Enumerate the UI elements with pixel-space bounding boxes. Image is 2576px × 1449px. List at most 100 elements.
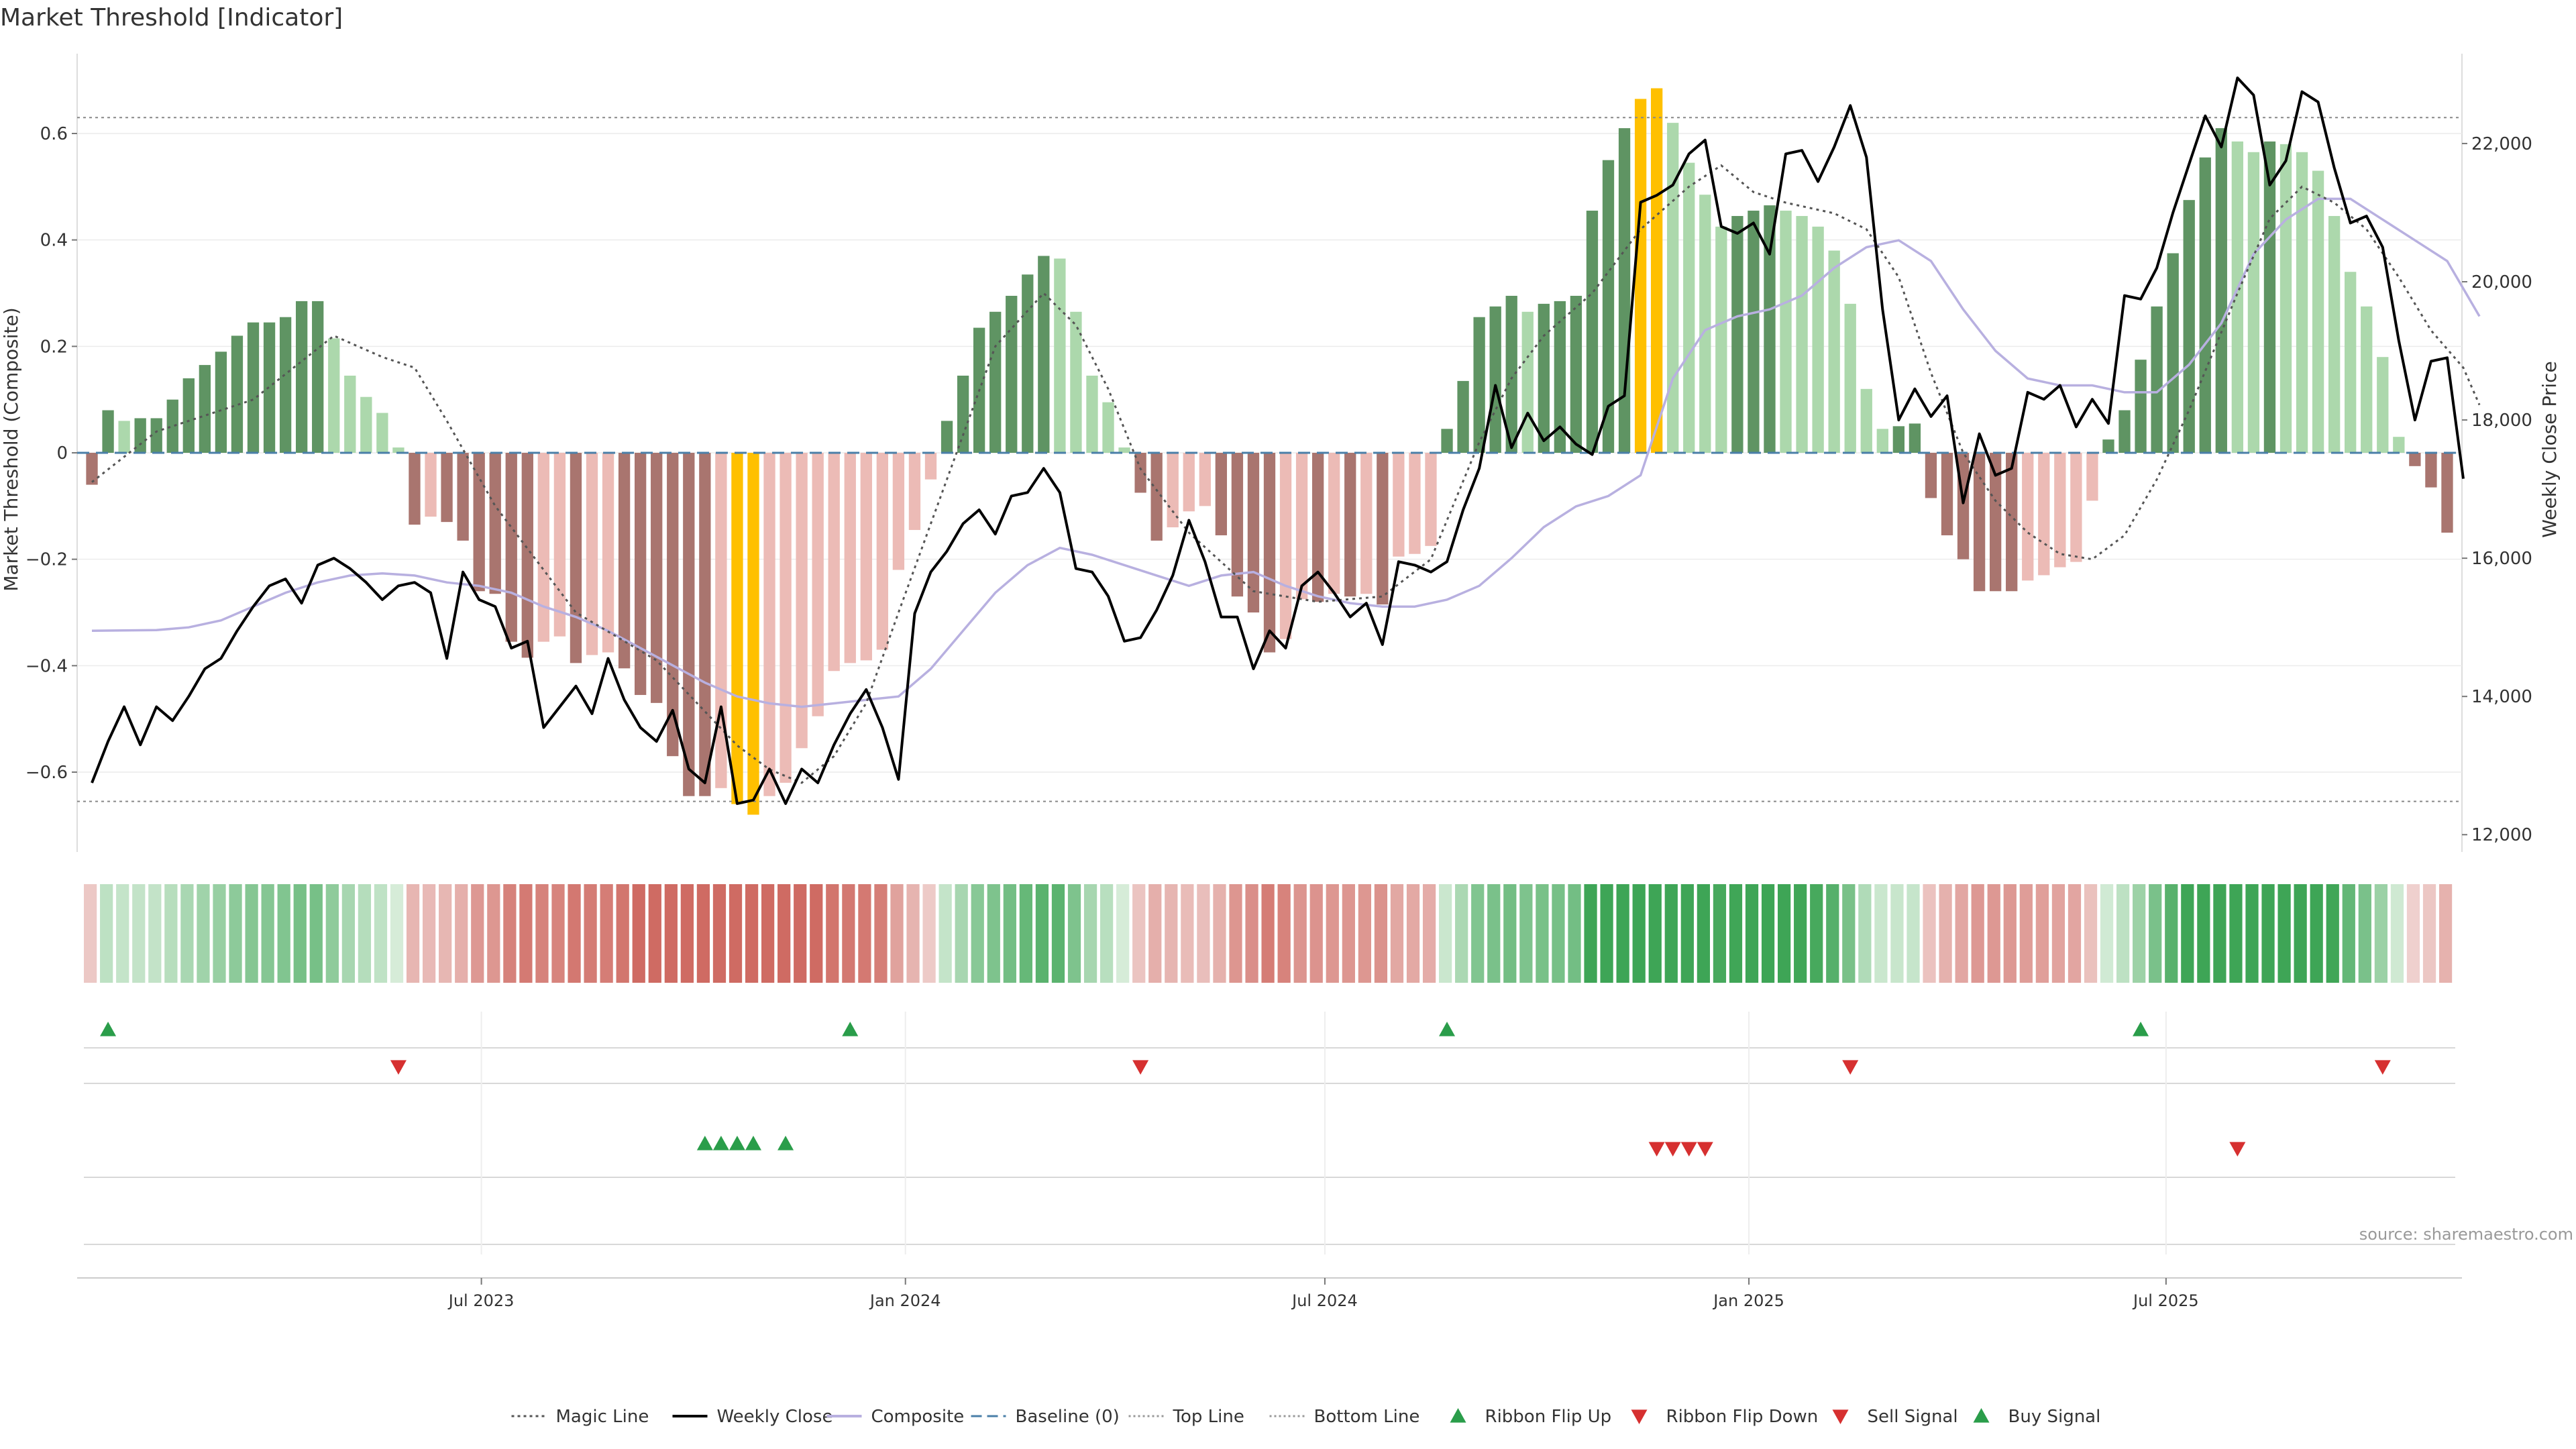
composite-bar: [1070, 311, 1082, 453]
composite-bar: [2361, 306, 2373, 453]
ribbon-cell: [1197, 884, 1210, 983]
ribbon-cell: [890, 884, 904, 983]
composite-bar: [1295, 453, 1308, 600]
ribbon-cell: [648, 884, 661, 983]
legend-item: Sell Signal: [1832, 1407, 1958, 1427]
ribbon-cell: [971, 884, 984, 983]
ribbon-cell: [2390, 884, 2404, 983]
ribbon-cell: [2422, 884, 2436, 983]
composite-bar: [457, 453, 469, 541]
sell-signal-marker: [1680, 1142, 1697, 1157]
composite-bar: [247, 322, 260, 453]
x-axis: Jul 2023 Jan 2024 Jul 2024 Jan 2025 Jul 2025: [77, 1277, 2462, 1310]
composite-bar: [1812, 226, 1824, 453]
right-axis: 12,000 14,000 16,000 18,000 20,000 22,000: [2462, 134, 2532, 845]
legend-item: Composite: [826, 1407, 964, 1427]
composite-bar: [683, 453, 695, 796]
ribbon-flip-up-marker: [2133, 1022, 2149, 1036]
composite-bar: [2231, 141, 2244, 453]
ribbon-cell: [100, 884, 113, 983]
chart-title: Market Threshold [Indicator]: [0, 4, 343, 32]
composite-bar: [667, 453, 679, 757]
ribbon-cell: [584, 884, 597, 983]
composite-bar: [2377, 357, 2389, 453]
left-tick-label: −0.2: [25, 550, 68, 570]
legend-label: Weekly Close: [717, 1407, 833, 1427]
composite-bar: [2263, 141, 2276, 453]
composite-bar: [1634, 99, 1647, 453]
ribbon-cell: [858, 884, 871, 983]
ribbon-cell: [2181, 884, 2194, 983]
composite-bar: [586, 453, 598, 655]
composite-bar: [828, 453, 840, 672]
right-tick-label: 14,000: [2471, 687, 2532, 707]
composite-bar: [295, 301, 308, 453]
ribbon-cell: [84, 884, 97, 983]
composite-bar: [2345, 272, 2357, 453]
composite-bar: [150, 418, 162, 453]
ribbon-cell: [503, 884, 517, 983]
ribbon-cell: [1358, 884, 1371, 983]
composite-bar: [731, 453, 743, 804]
composite-bar: [505, 453, 517, 642]
composite-bar: [1828, 250, 1840, 453]
ribbon-cell: [955, 884, 968, 983]
legend-label: Ribbon Flip Down: [1666, 1407, 1819, 1427]
legend-swatch: [1973, 1408, 1990, 1423]
right-axis-label: Weekly Close Price: [2538, 361, 2561, 537]
ribbon-cell: [842, 884, 855, 983]
ribbon-cell: [519, 884, 533, 983]
ribbon-cell: [1083, 884, 1097, 983]
legend-item: Buy Signal: [1973, 1407, 2100, 1427]
composite-bar: [1054, 258, 1066, 453]
ribbon-cell: [1536, 884, 1549, 983]
ribbon-cell: [2277, 884, 2291, 983]
right-tick-label: 12,000: [2471, 825, 2532, 845]
left-tick-label: 0.4: [40, 231, 68, 251]
composite-bar: [1683, 162, 1695, 453]
composite-bar: [312, 301, 324, 453]
ribbon-cell: [535, 884, 549, 983]
ribbon-flip-up-marker: [1439, 1022, 1456, 1036]
composite-bar: [1796, 215, 1808, 453]
composite-bar: [780, 453, 792, 783]
composite-bar: [715, 453, 727, 788]
composite-bar: [2022, 453, 2034, 581]
ribbon-cell: [1245, 884, 1258, 983]
ribbon-cell: [2051, 884, 2065, 983]
ribbon-flip-up-marker: [842, 1022, 859, 1036]
composite-bar: [1344, 453, 1356, 597]
ribbon-cell: [1874, 884, 1888, 983]
composite-bar: [602, 453, 614, 653]
composite-bar: [941, 421, 953, 453]
main-plot: 0.6 0.4 0.2 0 −0.2 −0.4 −0.6 12,000 14,000 16,00…: [0, 54, 2561, 852]
ribbon-cell: [1422, 884, 1436, 983]
composite-bar: [1393, 453, 1405, 557]
left-tick-label: 0: [56, 443, 68, 464]
composite-bar: [1876, 429, 1888, 453]
legend-label: Top Line: [1173, 1407, 1244, 1427]
composite-bar: [2151, 306, 2163, 453]
composite-bar: [1360, 453, 1373, 594]
composite-bar: [1844, 303, 1856, 453]
legend-item: Baseline (0): [971, 1407, 1120, 1427]
composite-bar: [1231, 453, 1244, 597]
composite-bar: [392, 447, 405, 453]
ribbon-cell: [423, 884, 436, 983]
ribbon-cell: [2294, 884, 2307, 983]
ribbon-cell: [2358, 884, 2371, 983]
ribbon-cell: [794, 884, 807, 983]
composite-bar: [1892, 426, 1905, 453]
ribbon-cell: [1600, 884, 1613, 983]
ribbon-cell: [164, 884, 178, 983]
composite-bar: [1650, 88, 1663, 453]
composite-bar: [182, 378, 195, 453]
right-tick-label: 22,000: [2471, 134, 2532, 154]
legend-label: Magic Line: [556, 1407, 649, 1427]
composite-bar: [2393, 437, 2405, 453]
ribbon-cell: [148, 884, 162, 983]
composite-bar: [1279, 453, 1292, 639]
composite-bar: [699, 453, 711, 796]
ribbon-cell: [1842, 884, 1856, 983]
